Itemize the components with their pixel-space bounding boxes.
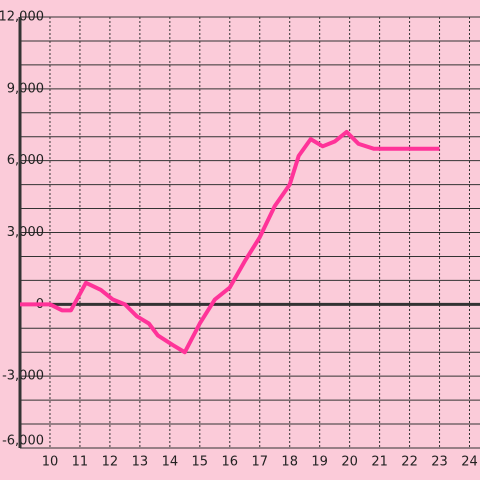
y-tick-label: 9,000 <box>7 81 44 96</box>
x-tick-label: 24 <box>461 455 478 470</box>
x-tick-label: 14 <box>162 455 179 470</box>
x-tick-label: 15 <box>192 455 209 470</box>
y-tick-label: -3,000 <box>2 369 44 384</box>
x-tick-label: 22 <box>401 455 418 470</box>
x-tick-label: 11 <box>72 455 89 470</box>
x-tick-label: 13 <box>132 455 149 470</box>
y-tick-label: -6,000 <box>2 434 44 449</box>
x-tick-label: 16 <box>221 455 238 470</box>
y-tick-label: 12,000 <box>0 10 44 25</box>
x-tick-label: 21 <box>371 455 388 470</box>
x-tick-label: 23 <box>431 455 448 470</box>
y-tick-label: 6,000 <box>7 153 44 168</box>
x-tick-label: 19 <box>311 455 328 470</box>
x-tick-label: 17 <box>251 455 268 470</box>
x-tick-label: 20 <box>341 455 358 470</box>
x-tick-label: 18 <box>281 455 298 470</box>
y-tick-label: 3,000 <box>7 225 44 240</box>
x-tick-label: 10 <box>42 455 59 470</box>
data-line <box>20 129 440 355</box>
x-tick-label: 12 <box>102 455 119 470</box>
